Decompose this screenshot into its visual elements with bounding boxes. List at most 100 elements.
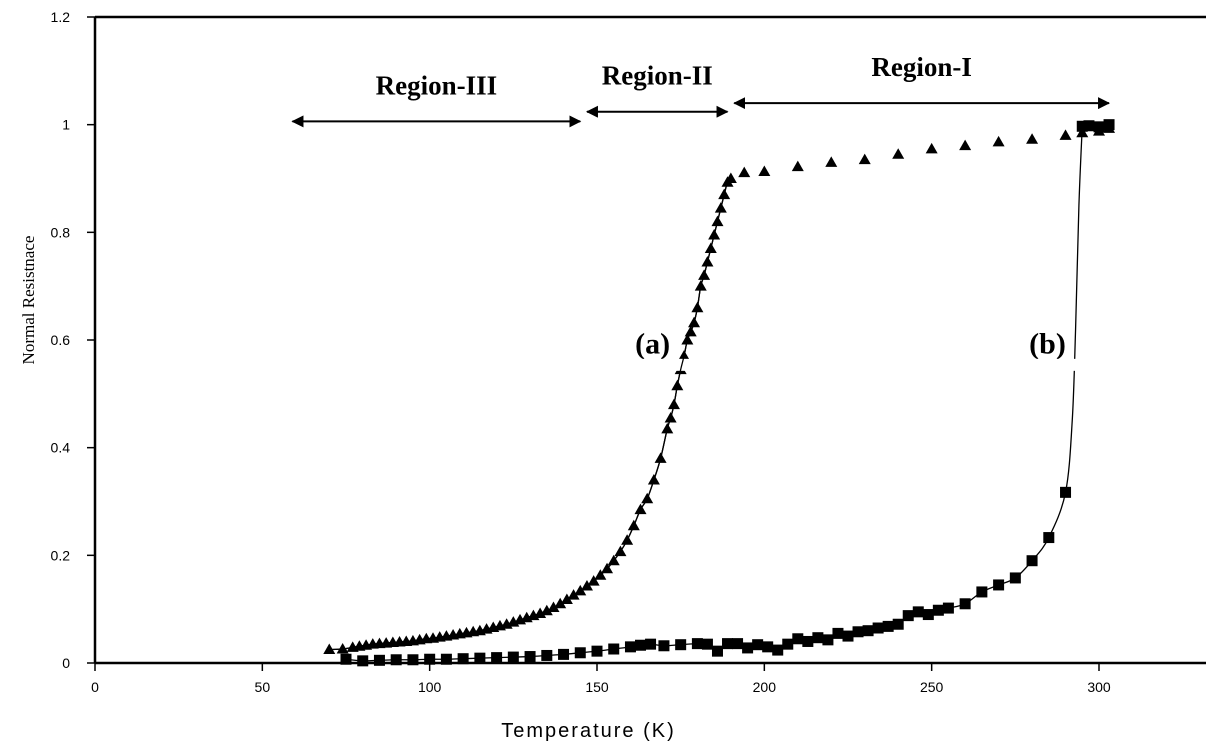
series-b-point — [507, 651, 519, 663]
series-b-point — [658, 640, 670, 652]
series-a-point — [758, 165, 771, 177]
series-a-point — [336, 643, 349, 654]
y-tick-label: 0.6 — [51, 332, 71, 348]
series-a-point — [825, 156, 838, 167]
y-tick-label: 0.8 — [51, 224, 71, 240]
series-b-point — [701, 638, 713, 650]
series-b-point — [608, 643, 620, 655]
series-b-point — [782, 638, 794, 650]
series-b-point — [645, 638, 657, 650]
series-b-point — [802, 635, 814, 647]
series-a-point — [323, 643, 336, 655]
series-b-point — [711, 645, 723, 657]
series-b-point — [474, 652, 486, 664]
series-b-point — [675, 639, 687, 651]
series-b-point — [1060, 486, 1072, 498]
series-b-point — [832, 627, 844, 639]
series-b-point — [340, 653, 352, 665]
series-b-point — [959, 598, 971, 610]
y-tick-label: 1 — [62, 117, 70, 133]
x-tick-label: 200 — [753, 679, 777, 695]
series-a-point — [1026, 133, 1039, 144]
series-a-line-over — [329, 178, 732, 651]
series-b-point — [993, 579, 1005, 591]
x-tick-label: 0 — [91, 679, 99, 695]
series-b-point — [1009, 572, 1021, 584]
series-a-point — [925, 142, 938, 154]
series-b-point — [942, 602, 954, 614]
series-a-point — [858, 153, 871, 165]
series-a-point — [892, 148, 905, 159]
y-tick-label: 0 — [62, 655, 70, 671]
series-b-point — [912, 606, 924, 618]
series-b-point — [872, 622, 884, 634]
series-b-point — [390, 654, 402, 666]
series-a-point — [534, 607, 547, 618]
series-b-point — [635, 639, 647, 651]
x-tick-label: 100 — [418, 679, 442, 695]
series-b-point — [591, 645, 603, 657]
region-label: Region-I — [871, 52, 972, 82]
series-b-point — [624, 641, 636, 653]
y-tick-label: 0.4 — [51, 440, 71, 456]
series-a-point — [738, 166, 751, 178]
series-b-point — [732, 638, 744, 650]
curve-label: (a) — [635, 327, 670, 360]
series-b-point — [574, 647, 586, 659]
series-b-point — [792, 633, 804, 645]
series-b-point — [357, 655, 369, 667]
series-b-point — [524, 651, 536, 663]
series-b-point — [822, 634, 834, 646]
series-b-point — [407, 654, 419, 666]
series-b-point — [762, 641, 774, 653]
series-b-point — [842, 630, 854, 642]
series-b-point — [1103, 119, 1115, 131]
series-b-point — [1076, 120, 1088, 132]
series-b-point — [772, 644, 784, 656]
axes-layer: 0 50 100 150 200 250 300 0 0.2 0.4 0.6 0.8 1 1.2 — [51, 9, 1206, 695]
plot-layer — [323, 119, 1116, 667]
series-b-point — [558, 648, 570, 660]
series-b-point — [491, 652, 503, 664]
region-label: Region-III — [376, 70, 498, 100]
series-b-point — [852, 626, 864, 638]
series-b-point — [862, 625, 874, 637]
x-tick-label: 50 — [255, 679, 271, 695]
series-b-point — [691, 638, 703, 650]
series-b-point — [1093, 121, 1105, 133]
x-tick-label: 250 — [920, 679, 944, 695]
series-b-line — [345, 126, 1083, 662]
series-b-point — [1083, 120, 1095, 132]
series-b-point — [742, 642, 754, 654]
series-b-point — [457, 653, 469, 665]
series-b-point — [976, 586, 988, 598]
x-tick-label: 150 — [585, 679, 609, 695]
y-axis-title: Normal Resistnace — [19, 236, 38, 365]
series-b-point — [373, 654, 385, 666]
series-b-point — [1043, 532, 1055, 544]
label-mask — [597, 358, 1099, 371]
series-b-point — [922, 609, 934, 621]
series-b-point — [812, 632, 824, 644]
series-b-point — [440, 653, 452, 665]
curve-label: (b) — [1029, 327, 1066, 360]
series-b-point — [752, 639, 764, 651]
series-a-point — [959, 139, 972, 151]
series-a-point — [1059, 129, 1072, 140]
series-a-point — [791, 160, 804, 172]
series-b-point — [1026, 555, 1038, 567]
region-label: Region-II — [602, 61, 713, 91]
y-tick-label: 1.2 — [51, 9, 71, 25]
series-b-point — [932, 604, 944, 616]
series-b-point — [892, 618, 904, 630]
series-b-point — [541, 649, 553, 661]
series-b-point — [902, 610, 914, 622]
y-tick-label: 0.2 — [51, 547, 71, 563]
x-axis-title: Temperature (K) — [501, 720, 676, 742]
series-b-point — [722, 638, 734, 650]
series-b-point — [424, 653, 436, 665]
series-a-point — [724, 172, 737, 183]
labels-layer: Temperature (K) Normal Resistnace Region-I… — [19, 52, 1111, 742]
